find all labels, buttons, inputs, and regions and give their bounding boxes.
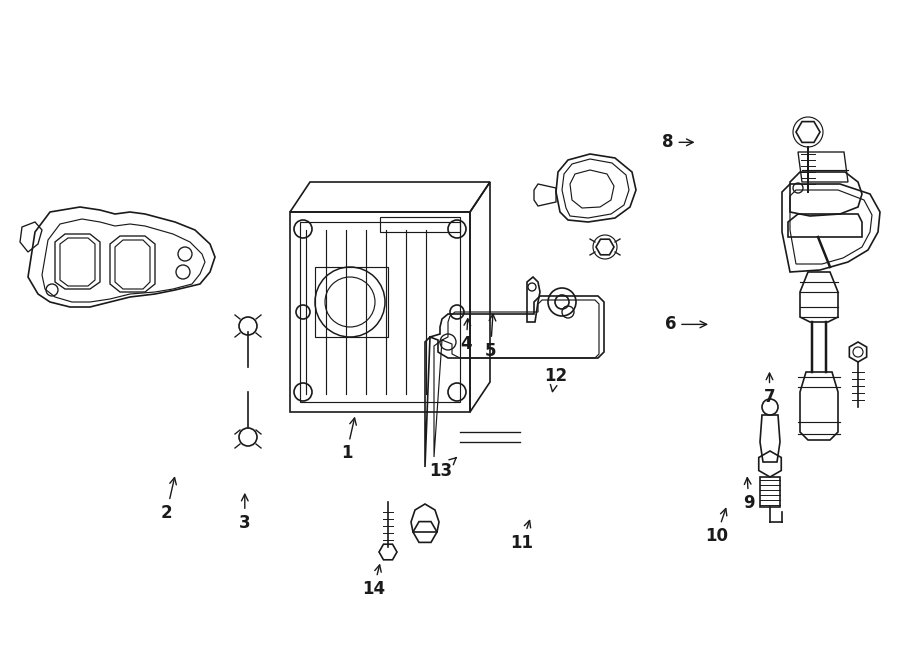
- Text: 1: 1: [341, 418, 356, 463]
- Text: 3: 3: [239, 495, 250, 532]
- Text: 10: 10: [705, 508, 728, 545]
- Text: 11: 11: [510, 520, 534, 552]
- Text: 5: 5: [485, 314, 496, 360]
- Text: 13: 13: [429, 457, 456, 481]
- Text: 8: 8: [662, 133, 693, 152]
- Text: 2: 2: [161, 477, 176, 522]
- Text: 9: 9: [743, 478, 754, 512]
- Text: 12: 12: [544, 367, 567, 392]
- Text: 6: 6: [665, 315, 706, 334]
- Text: 14: 14: [362, 565, 385, 598]
- Text: 7: 7: [764, 373, 775, 406]
- Text: 4: 4: [461, 319, 472, 354]
